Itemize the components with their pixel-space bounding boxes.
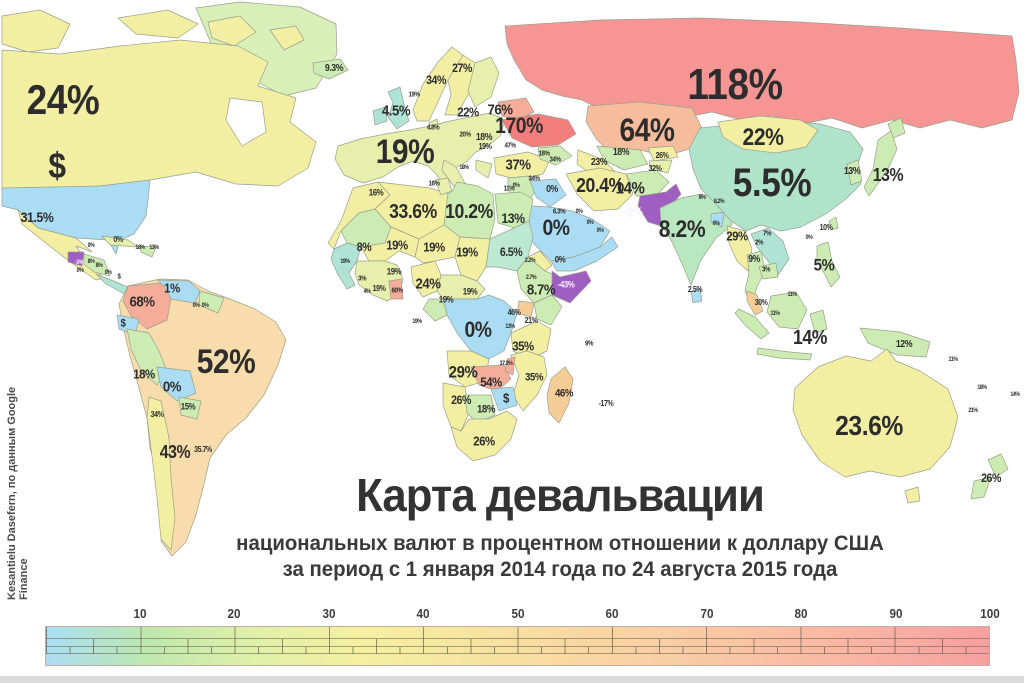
title-block: Карта девальвации национальных валют в п… <box>205 468 915 584</box>
legend-ruler-2p5 <box>46 647 989 654</box>
region-afghanistan <box>625 169 670 197</box>
subtitle-line-2: за период с 1 января 2014 года по 24 авг… <box>282 558 838 581</box>
region-sweden <box>444 54 476 116</box>
region-vietnam-laos <box>750 227 790 276</box>
region-nigeria <box>410 260 442 298</box>
region-borneo <box>766 291 808 330</box>
region-iraq <box>529 178 567 208</box>
region-alaska <box>1 9 71 53</box>
region-guatemala <box>67 251 85 267</box>
region-chile <box>146 396 176 551</box>
region-venezuela <box>156 279 201 304</box>
legend-ruler-10 <box>46 627 989 639</box>
region-drc <box>442 294 518 360</box>
region-myanmar <box>726 225 753 272</box>
region-namibia <box>442 382 470 432</box>
region-greece <box>475 159 493 179</box>
hudson-bay <box>225 97 267 147</box>
region-bangladesh <box>710 211 725 228</box>
region-madagascar <box>546 366 574 424</box>
legend-tick: 40 <box>416 606 430 621</box>
region-new-zealand <box>987 453 1009 478</box>
legend-gradient-bar <box>45 626 990 666</box>
region-uganda <box>516 300 535 318</box>
page-title: Карта девальвации <box>356 469 765 521</box>
credit-text: Kesantielu Dasefern, по данным Google Fi… <box>6 386 30 600</box>
region-brazil-argentina <box>118 278 287 557</box>
region-zimbabwe <box>490 386 518 412</box>
region-java <box>756 347 813 361</box>
region-turkey <box>493 151 551 181</box>
color-scale-legend: 10 20 30 40 50 60 70 80 90 100 <box>45 606 1000 668</box>
region-australia <box>792 348 959 478</box>
legend-tick: 90 <box>888 606 903 621</box>
region-png <box>859 327 931 358</box>
region-russia <box>504 17 1020 129</box>
legend-ruler-5 <box>46 639 989 647</box>
region-south-africa <box>450 410 518 462</box>
region-mongolia <box>717 115 819 154</box>
legend-tick: 20 <box>227 606 241 621</box>
legend-tick: 80 <box>794 606 808 621</box>
page-bottom-edge <box>0 676 1024 683</box>
region-tanzania <box>510 320 552 360</box>
region-sumatra <box>734 308 770 340</box>
region-ukraine <box>501 113 577 148</box>
region-ghana <box>388 278 404 300</box>
region-iran <box>565 167 634 212</box>
region-caucasus <box>537 145 573 166</box>
region-eurozone <box>334 112 506 187</box>
region-korea <box>846 159 863 186</box>
legend-tick-labels: 10 20 30 40 50 60 70 80 90 100 <box>45 606 1000 622</box>
region-philippines <box>816 241 841 288</box>
legend-tick: 30 <box>321 606 336 621</box>
region-mozambique <box>510 350 548 412</box>
region-ireland <box>372 106 388 126</box>
region-somalia <box>551 270 592 304</box>
legend-tick: 70 <box>699 606 714 621</box>
region-uk <box>387 86 410 130</box>
region-cuba <box>101 235 139 248</box>
region-finland <box>467 56 500 108</box>
region-sri-lanka <box>690 287 703 304</box>
region-iceland <box>312 58 349 80</box>
legend-tick: 50 <box>510 606 525 621</box>
region-kenya <box>533 294 563 326</box>
subtitle-line-1: национальных валют в процентном отношени… <box>236 532 884 555</box>
legend-tick: 10 <box>132 606 147 621</box>
region-taiwan <box>828 216 839 231</box>
region-paraguay <box>178 396 202 420</box>
region-china <box>688 119 864 232</box>
legend-tick: 100 <box>980 606 1000 621</box>
region-bolivia <box>156 366 197 402</box>
legend-tick: 60 <box>605 606 619 621</box>
region-zambia <box>470 364 512 392</box>
region-malaysia <box>746 290 764 316</box>
